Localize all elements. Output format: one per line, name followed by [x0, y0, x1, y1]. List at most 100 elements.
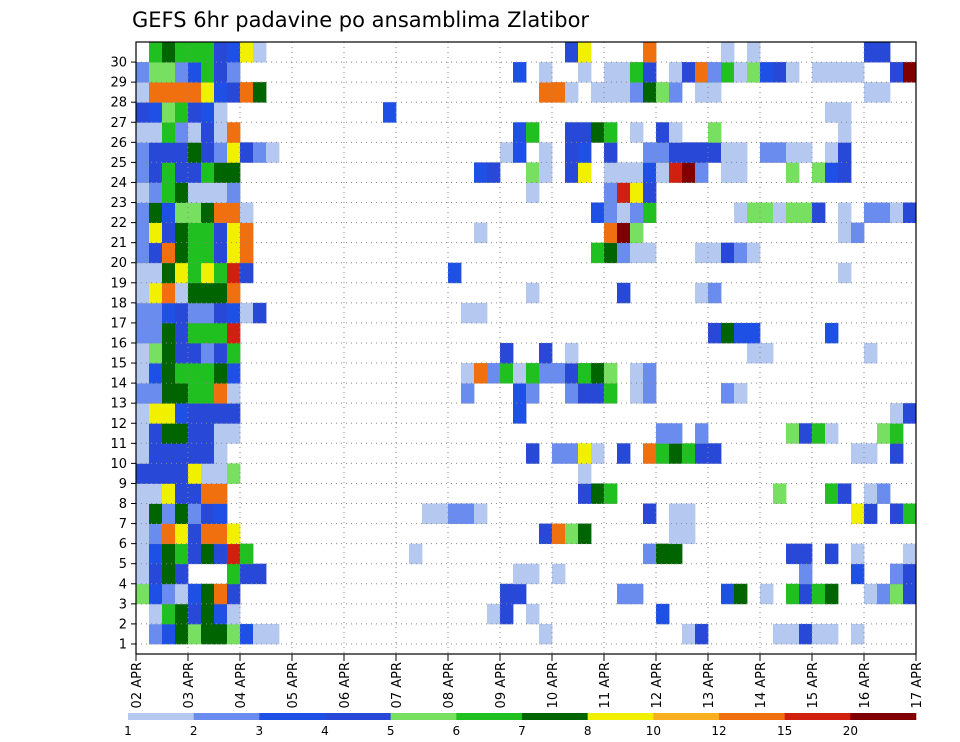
heatmap-cell: [578, 142, 592, 163]
heatmap-cell: [136, 82, 150, 103]
heatmap-cell: [175, 142, 189, 163]
heatmap-cell: [526, 603, 540, 625]
heatmap-cell: [851, 503, 865, 524]
heatmap-cells: [136, 42, 917, 645]
heatmap-cell: [214, 483, 228, 504]
heatmap-cell: [604, 483, 618, 504]
heatmap-cell: [162, 122, 176, 143]
heatmap-cell: [669, 443, 683, 464]
heatmap-cell: [825, 162, 839, 183]
x-tick-label: 14 APR: [754, 662, 769, 708]
heatmap-cell: [786, 623, 800, 645]
legend-label: 15: [777, 724, 792, 738]
heatmap-cell: [734, 583, 748, 605]
heatmap-cell: [513, 383, 527, 404]
x-tick-label: 10 APR: [546, 662, 561, 708]
heatmap-cell: [552, 82, 566, 103]
heatmap-cell: [656, 603, 670, 625]
heatmap-cell: [734, 322, 748, 344]
heatmap-cell: [838, 483, 852, 504]
heatmap-cell: [890, 583, 904, 605]
heatmap-cell: [240, 142, 254, 163]
heatmap-cell: [630, 222, 644, 244]
heatmap-cell: [136, 463, 150, 484]
heatmap-cell: [201, 342, 215, 364]
heatmap-cell: [487, 603, 501, 625]
heatmap-cell: [630, 363, 644, 384]
heatmap-cell: [604, 62, 618, 83]
heatmap-cell: [188, 282, 202, 304]
heatmap-cell: [175, 302, 189, 324]
heatmap-cell: [721, 162, 735, 183]
legend-label: 20: [843, 724, 858, 738]
heatmap-cell: [643, 363, 657, 384]
heatmap-cell: [708, 62, 722, 83]
heatmap-cell: [747, 322, 761, 344]
heatmap-cell: [175, 443, 189, 464]
heatmap-cell: [188, 463, 202, 484]
heatmap-cell: [136, 162, 150, 183]
heatmap-cell: [162, 403, 176, 424]
heatmap-cell: [214, 403, 228, 424]
heatmap-cell: [799, 202, 813, 223]
heatmap-cell: [227, 603, 241, 625]
heatmap-cell: [669, 122, 683, 143]
heatmap-cell: [513, 583, 527, 605]
heatmap-cell: [201, 383, 215, 404]
heatmap-cell: [695, 623, 709, 645]
heatmap-cell: [539, 363, 553, 384]
heatmap-cell: [500, 603, 514, 625]
heatmap-cell: [552, 443, 566, 464]
heatmap-cell: [838, 62, 852, 83]
heatmap-cell: [539, 142, 553, 163]
heatmap-cell: [162, 42, 176, 63]
heatmap-cell: [227, 142, 241, 163]
heatmap-cell: [188, 222, 202, 244]
y-tick-label: 19: [110, 276, 127, 291]
heatmap-cell: [188, 342, 202, 364]
heatmap-cell: [643, 42, 657, 63]
x-tick-label: 13 APR: [702, 662, 717, 708]
heatmap-cell: [201, 162, 215, 183]
heatmap-cell: [864, 42, 878, 63]
heatmap-cell: [201, 82, 215, 103]
heatmap-cell: [422, 503, 436, 524]
heatmap-cell: [474, 162, 488, 183]
y-tick-label: 8: [119, 497, 127, 512]
x-tick-label: 17 APR: [910, 662, 925, 708]
heatmap-cell: [188, 363, 202, 384]
heatmap-cell: [500, 342, 514, 364]
heatmap-cell: [188, 242, 202, 264]
plot-frame: [135, 41, 917, 655]
heatmap-cell: [864, 443, 878, 464]
heatmap-cell: [227, 242, 241, 264]
heatmap-cell: [188, 302, 202, 324]
heatmap-cell: [695, 282, 709, 304]
x-tick-label: 04 APR: [234, 662, 249, 708]
heatmap-cell: [149, 262, 163, 284]
heatmap-cell: [227, 403, 241, 424]
heatmap-cell: [864, 583, 878, 605]
heatmap-cell: [825, 142, 839, 163]
heatmap-cell: [227, 563, 241, 585]
heatmap-cell: [747, 242, 761, 264]
heatmap-cell: [461, 302, 475, 324]
heatmap-cell: [136, 443, 150, 464]
heatmap-cell: [448, 262, 462, 284]
y-tick-label: 1: [119, 637, 127, 652]
heatmap-cell: [227, 182, 241, 203]
heatmap-cell: [136, 503, 150, 524]
heatmap-cell: [201, 302, 215, 324]
heatmap-cell: [721, 242, 735, 264]
legend-color-swatch: [128, 713, 194, 720]
heatmap-cell: [188, 182, 202, 203]
heatmap-cell: [500, 363, 514, 384]
x-tick-label: 15 APR: [806, 662, 821, 708]
heatmap-cell: [760, 202, 774, 223]
heatmap-cell: [578, 483, 592, 504]
heatmap-cell: [734, 62, 748, 83]
heatmap-cell: [240, 42, 254, 63]
legend-color-swatch: [653, 713, 720, 720]
heatmap-cell: [656, 423, 670, 444]
heatmap-cell: [877, 583, 891, 605]
